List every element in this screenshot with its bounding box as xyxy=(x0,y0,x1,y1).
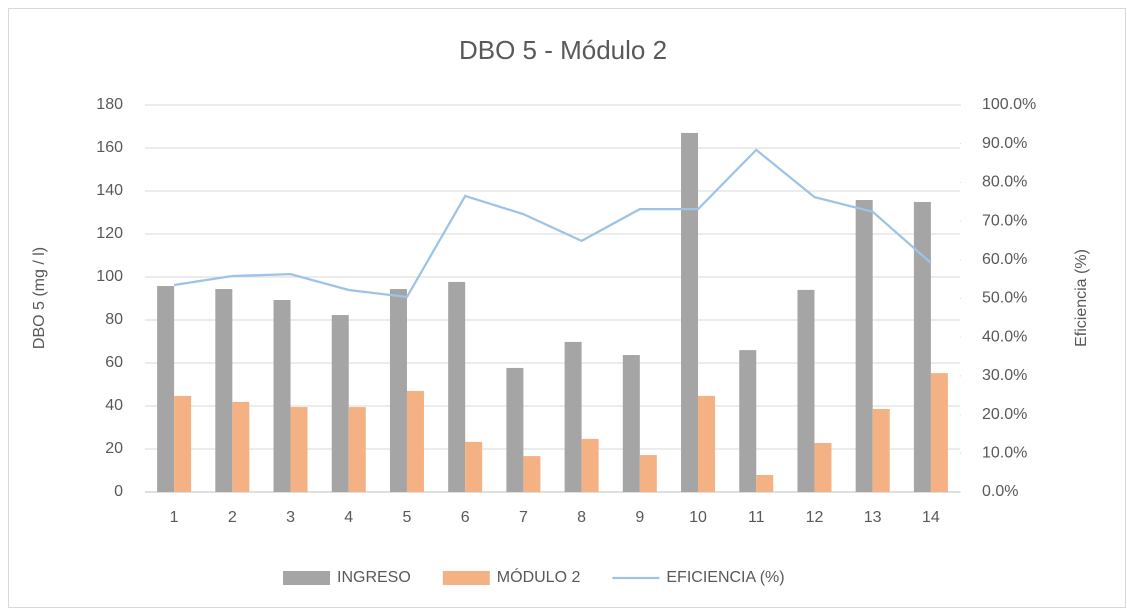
x-tick-label: 4 xyxy=(344,509,353,526)
bar xyxy=(215,289,233,492)
x-tick-label: 9 xyxy=(635,509,644,526)
y-tick-label: 20 xyxy=(105,440,123,457)
x-tick-label: 11 xyxy=(748,509,765,526)
y2-tick-label: 90.0% xyxy=(982,135,1027,152)
y2-tick-label: 30.0% xyxy=(982,367,1027,384)
x-tick-label: 2 xyxy=(228,509,237,526)
line-series xyxy=(173,148,932,299)
bar xyxy=(273,300,291,492)
y-tick-label: 60 xyxy=(105,354,123,371)
x-tick-label: 5 xyxy=(403,509,412,526)
legend-label: MÓDULO 2 xyxy=(497,567,581,586)
y-tick-label: 140 xyxy=(96,182,123,199)
y2-tick-label: 10.0% xyxy=(982,445,1027,462)
bar xyxy=(348,407,366,492)
bar xyxy=(564,341,582,492)
bar xyxy=(698,395,716,492)
legend-marker xyxy=(283,571,330,585)
legend-label: EFICIENCIA (%) xyxy=(666,569,784,586)
bar xyxy=(523,456,541,492)
y2-tick-label: 0.0% xyxy=(982,483,1018,500)
chart-frame xyxy=(8,8,1126,608)
y2-tick-label: 70.0% xyxy=(982,212,1027,229)
bar xyxy=(232,401,250,492)
y-tick-label: 80 xyxy=(105,311,123,328)
y-tick-label: 100 xyxy=(96,268,123,285)
legend-label: INGRESO xyxy=(337,569,411,586)
bar xyxy=(290,407,308,492)
bar xyxy=(157,286,175,492)
bar xyxy=(639,455,657,492)
chart-title: DBO 5 - Módulo 2 xyxy=(459,35,667,65)
y-tick-label: 160 xyxy=(96,139,123,156)
bar xyxy=(930,373,948,492)
y2-tick-label: 60.0% xyxy=(982,251,1027,268)
legend-marker xyxy=(442,571,490,585)
y-tick-label: 180 xyxy=(96,96,123,113)
bar xyxy=(448,281,466,492)
y-tick-label: 40 xyxy=(105,397,123,414)
bar xyxy=(506,367,524,492)
bar xyxy=(581,438,599,492)
bar xyxy=(406,390,424,492)
y-axis-label: DBO 5 (mg / l) xyxy=(31,247,48,349)
bar xyxy=(681,132,699,492)
bar xyxy=(855,200,873,492)
x-tick-label: 1 xyxy=(170,509,179,526)
x-tick-label: 6 xyxy=(461,509,470,526)
x-tick-label: 3 xyxy=(286,509,295,526)
bar xyxy=(797,289,815,492)
y2-axis-label: Eficiencia (%) xyxy=(1073,249,1090,347)
bar xyxy=(331,315,349,492)
bar xyxy=(389,289,407,492)
y-tick-label: 0 xyxy=(114,483,123,500)
x-tick-label: 14 xyxy=(922,509,940,526)
bar xyxy=(814,442,832,492)
bar xyxy=(756,475,774,492)
y2-tick-label: 20.0% xyxy=(982,406,1027,423)
y2-tick-label: 40.0% xyxy=(982,328,1027,345)
y2-tick-label: 50.0% xyxy=(982,290,1027,307)
x-tick-label: 13 xyxy=(864,509,882,526)
x-tick-label: 12 xyxy=(806,509,824,526)
x-tick-label: 8 xyxy=(577,509,586,526)
bar xyxy=(622,355,640,492)
bar xyxy=(465,441,483,492)
bar xyxy=(913,201,931,492)
y2-tick-label: 80.0% xyxy=(982,174,1027,191)
bar xyxy=(739,350,757,492)
x-tick-label: 7 xyxy=(519,509,528,526)
bar xyxy=(872,409,890,492)
y-tick-label: 120 xyxy=(96,225,123,242)
x-tick-label: 10 xyxy=(689,509,707,526)
bar xyxy=(174,395,192,492)
y2-tick-label: 100.0% xyxy=(982,96,1036,113)
